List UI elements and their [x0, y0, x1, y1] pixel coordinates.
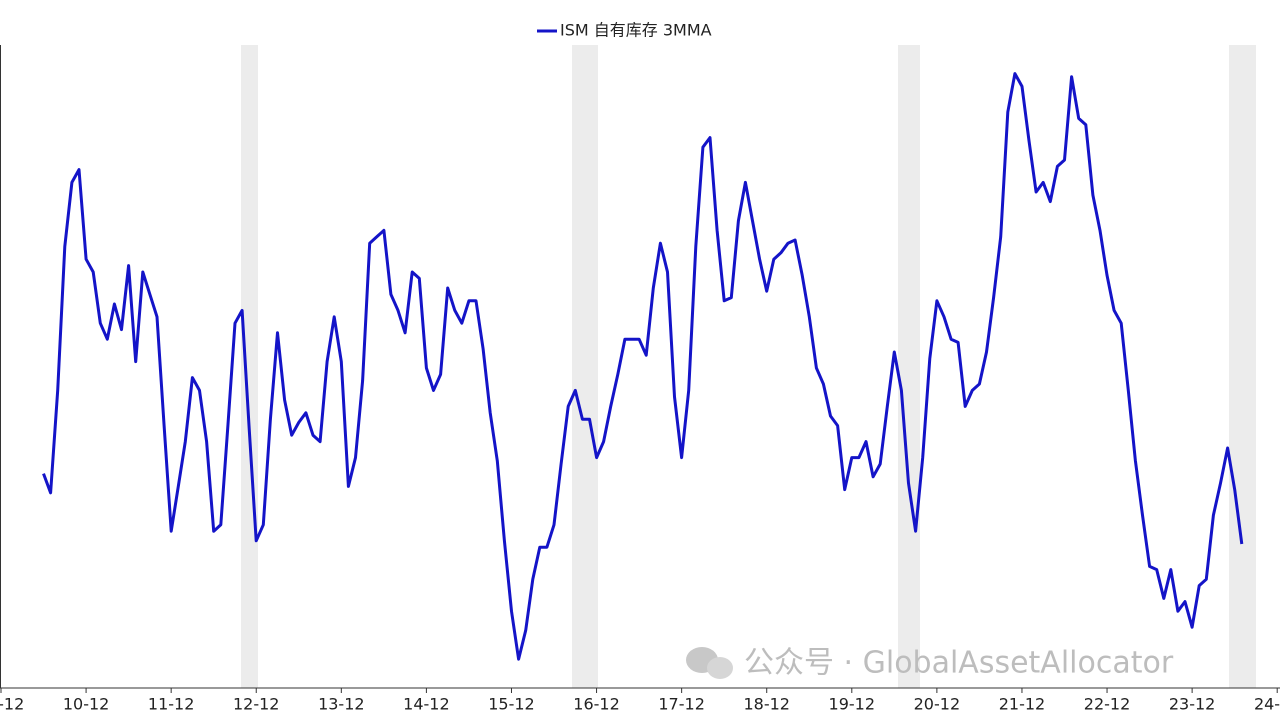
shaded-periods [241, 45, 1256, 688]
x-tick-label: 16-12 [573, 695, 620, 714]
watermark-icon [707, 657, 733, 679]
shaded-band [1229, 45, 1256, 688]
x-tick-label: 10-12 [63, 695, 110, 714]
watermark-text: 公众号 · GlobalAssetAllocator [744, 646, 1174, 681]
x-tick-label: 24-12 [1254, 695, 1280, 714]
legend-label: ISM 自有库存 3MMA [560, 21, 712, 40]
x-tick-label: 13-12 [318, 695, 365, 714]
x-tick-label: 21-12 [999, 695, 1046, 714]
x-tick-label: 14-12 [403, 695, 450, 714]
x-tick-label: 11-12 [148, 695, 195, 714]
x-tick-label: 09-12 [0, 695, 24, 714]
x-tick-label: 23-12 [1169, 695, 1216, 714]
data-line [42, 72, 1244, 661]
x-tick-label: 15-12 [488, 695, 535, 714]
x-tick-label: 19-12 [829, 695, 876, 714]
x-tick-label: 17-12 [658, 695, 705, 714]
x-tick-label: 12-12 [233, 695, 280, 714]
shaded-band [572, 45, 598, 688]
shaded-band [898, 45, 920, 688]
shaded-band [241, 45, 258, 688]
x-tick-label: 18-12 [743, 695, 790, 714]
x-tick-label: 20-12 [914, 695, 961, 714]
x-tick-label: 22-12 [1084, 695, 1131, 714]
watermark: 公众号 · GlobalAssetAllocator [686, 646, 1174, 681]
